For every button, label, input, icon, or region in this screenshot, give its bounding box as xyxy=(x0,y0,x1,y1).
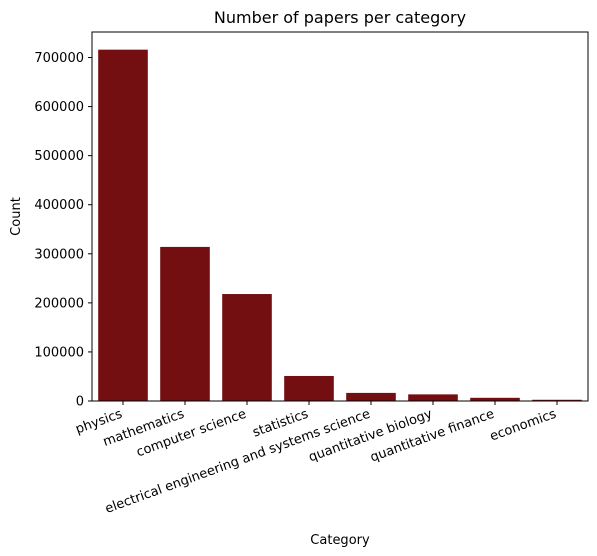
y-axis: 0 100000 200000 300000 400000 500000 600000 700… xyxy=(34,51,92,410)
bar-mathematics xyxy=(160,246,210,401)
y-axis-label: Count xyxy=(9,197,24,236)
y-tick-label: 100000 xyxy=(34,345,84,360)
bars-group xyxy=(98,49,582,402)
y-tick-label: 200000 xyxy=(34,296,84,311)
plot-frame xyxy=(91,31,589,402)
bar-physics xyxy=(98,49,148,402)
y-tick-label: 0 xyxy=(76,395,84,410)
chart-title: Number of papers per category xyxy=(214,8,466,27)
bar-statistics xyxy=(284,375,334,401)
x-tick-label: computer science xyxy=(134,407,248,461)
y-tick-label: 500000 xyxy=(34,149,84,164)
y-tick-label: 600000 xyxy=(34,100,84,115)
y-tick-label: 700000 xyxy=(34,51,84,66)
bar-economics xyxy=(532,399,582,401)
x-axis-label: Category xyxy=(310,533,370,548)
y-tick-label: 300000 xyxy=(34,247,84,262)
bar-quantitative-finance xyxy=(470,397,520,401)
bar-electrical-engineering-and-systems-science xyxy=(346,392,396,401)
bar-quantitative-biology xyxy=(408,394,458,401)
x-tick-label: economics xyxy=(488,407,559,445)
y-tick-label: 400000 xyxy=(34,198,84,213)
bar-computer-science xyxy=(222,294,272,401)
